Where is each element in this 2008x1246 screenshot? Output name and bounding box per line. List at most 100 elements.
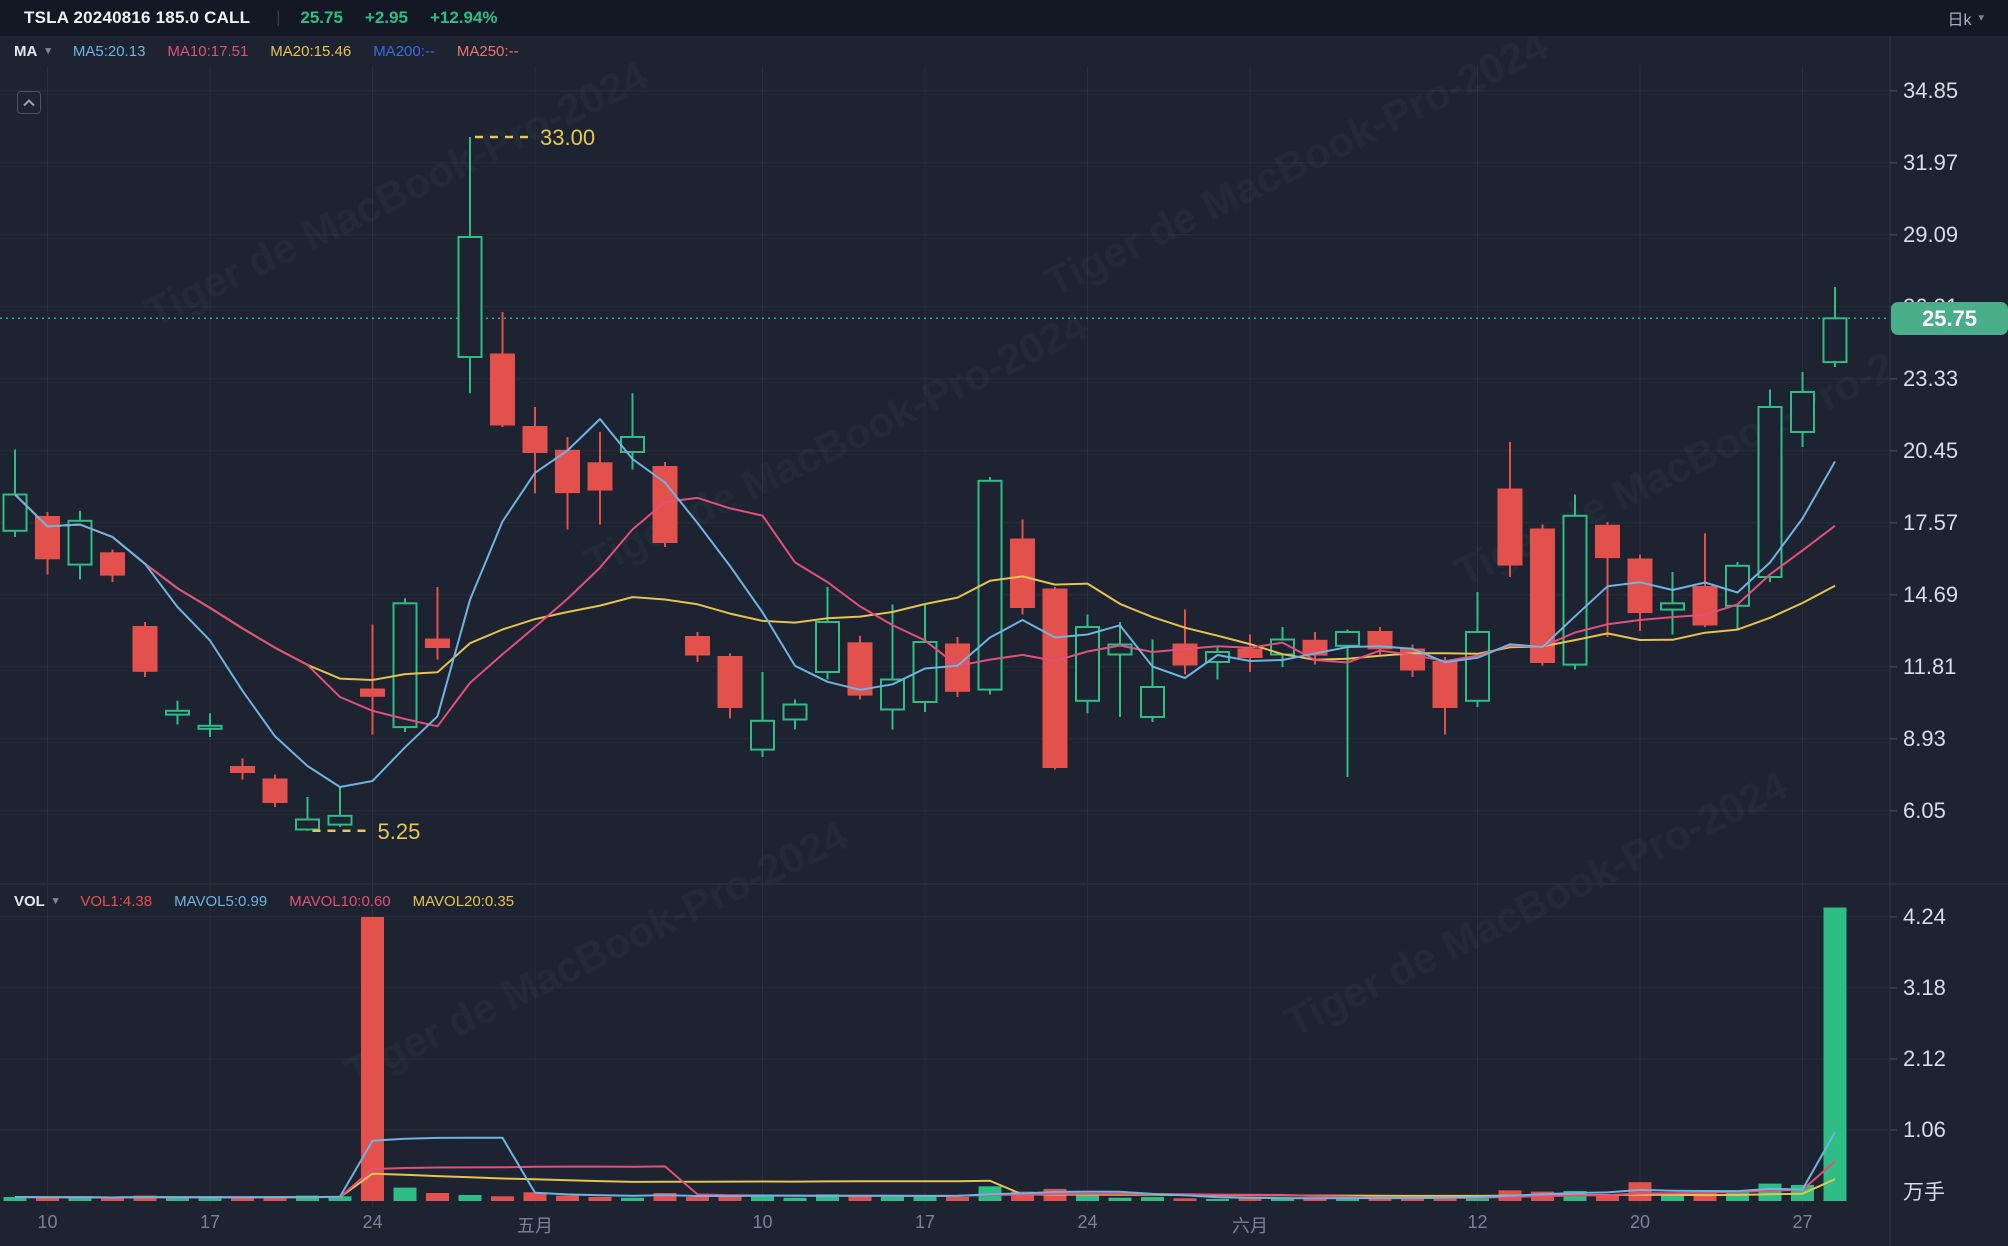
volume-bar xyxy=(946,1197,969,1201)
time-axis-label: 10 xyxy=(37,1212,58,1232)
candle-body xyxy=(652,466,678,543)
annotation-label: 33.00 xyxy=(540,125,595,150)
volume-bar xyxy=(1823,907,1847,1201)
volume-bar xyxy=(68,1197,92,1201)
candle-body xyxy=(685,636,710,656)
period-selector[interactable]: 日k ▾ xyxy=(1947,6,1984,30)
volume-axis-label: 2.12 xyxy=(1903,1045,1946,1071)
candle-body xyxy=(230,766,255,773)
candle-body xyxy=(1010,538,1035,608)
volume-bar xyxy=(361,916,384,1201)
bottom-axis-strip xyxy=(0,1207,2008,1246)
title-separator: | xyxy=(276,9,281,26)
volume-bar xyxy=(1368,1199,1392,1201)
candle-body xyxy=(977,479,1003,691)
ma-value-4: MA250:-- xyxy=(456,42,519,60)
volume-bar xyxy=(426,1193,449,1201)
price-axis-label: 11.81 xyxy=(1903,653,1957,679)
candle-body xyxy=(1237,648,1263,658)
candle-body xyxy=(327,814,353,826)
candle-body xyxy=(1595,524,1620,559)
volume-bar xyxy=(718,1195,742,1201)
ma-values: MA5:20.13 MA10:17.51 MA20:15.46 MA200:-- MA2… xyxy=(73,43,519,60)
candle-body xyxy=(1465,631,1490,702)
chevron-up-icon xyxy=(23,98,35,106)
annotation-label: 5.25 xyxy=(378,819,421,844)
candle-body xyxy=(1367,631,1393,650)
vol-selector[interactable]: VOL ▾ xyxy=(14,893,58,910)
chevron-down-icon: ▾ xyxy=(52,894,59,907)
candle-body xyxy=(100,552,125,576)
volume-bar xyxy=(686,1197,709,1201)
candle-body xyxy=(782,703,808,721)
candle-body xyxy=(1335,631,1360,647)
volume-bar xyxy=(36,1197,59,1201)
ma5-line xyxy=(14,418,1836,788)
collapse-pane-button[interactable] xyxy=(17,91,41,114)
candle-body xyxy=(1302,639,1328,656)
vol-value-2: MAVOL10:0.60 xyxy=(289,892,391,910)
price-axis-label: 20.45 xyxy=(1903,437,1959,463)
time-axis-label: 10 xyxy=(752,1212,773,1232)
candle-body xyxy=(1530,528,1555,663)
candle-body xyxy=(197,724,223,730)
candle-body xyxy=(1757,406,1783,578)
volume-axis-label: 4.24 xyxy=(1903,903,1946,929)
candle-body xyxy=(1562,514,1588,666)
price-change: +2.95 xyxy=(364,8,408,27)
volume-bar xyxy=(783,1197,807,1201)
candle-body xyxy=(522,426,548,453)
volume-axis-label: 1.06 xyxy=(1903,1116,1946,1142)
mavol5-line xyxy=(14,1131,1836,1200)
symbol-title: TSLA 20240816 185.0 CALL xyxy=(24,8,251,27)
volume-bar xyxy=(881,1195,904,1201)
candle-body xyxy=(295,818,320,831)
volume-bar xyxy=(1628,1182,1652,1201)
time-axis-label: 20 xyxy=(1629,1212,1651,1232)
candle-body xyxy=(945,643,970,692)
candle-body xyxy=(847,642,873,696)
candle-body xyxy=(912,641,938,703)
volume-bar xyxy=(1726,1191,1749,1201)
candle-body xyxy=(1432,661,1458,708)
price-axis-label: 29.09 xyxy=(1903,221,1959,247)
volume-bar xyxy=(1011,1191,1034,1201)
candle-body xyxy=(815,621,840,673)
ma-value-0: MA5:20.13 xyxy=(72,42,146,60)
volume-bar xyxy=(653,1193,677,1201)
candle-body xyxy=(1660,602,1685,611)
volume-bar xyxy=(848,1196,872,1201)
price-axis-label: 23.33 xyxy=(1903,365,1959,391)
candle-body xyxy=(1822,317,1848,364)
candle-body xyxy=(67,519,93,566)
volume-bar xyxy=(556,1195,579,1201)
volume-bar xyxy=(296,1195,319,1201)
candle-body xyxy=(1725,564,1750,607)
candle-body xyxy=(1497,488,1523,566)
volume-bar xyxy=(1141,1197,1164,1201)
volume-axis-label: 3.18 xyxy=(1903,974,1946,1000)
ma-selector[interactable]: MA ▾ xyxy=(14,43,51,60)
volume-bar xyxy=(1596,1194,1619,1201)
candle-body xyxy=(35,516,60,560)
vol-value-0: VOL1:4.38 xyxy=(80,892,153,910)
candle-body xyxy=(490,353,515,426)
volume-bar xyxy=(1433,1197,1457,1201)
time-axis-label: 12 xyxy=(1467,1212,1488,1232)
candle-body xyxy=(392,602,418,729)
candle-body xyxy=(132,626,158,672)
candle-body xyxy=(1140,686,1165,718)
candle-body xyxy=(880,678,905,711)
candle-body xyxy=(1790,391,1815,433)
volume-bar xyxy=(1206,1199,1229,1201)
ma-value-3: MA200:-- xyxy=(373,42,435,60)
candle-body xyxy=(425,638,450,648)
volume-bar xyxy=(1693,1193,1717,1201)
vol-value-3: MAVOL20:0.35 xyxy=(412,892,515,910)
volume-bar xyxy=(1238,1197,1262,1201)
volume-bar xyxy=(231,1197,254,1201)
candle-body xyxy=(262,778,288,803)
candle-body xyxy=(1042,588,1068,768)
